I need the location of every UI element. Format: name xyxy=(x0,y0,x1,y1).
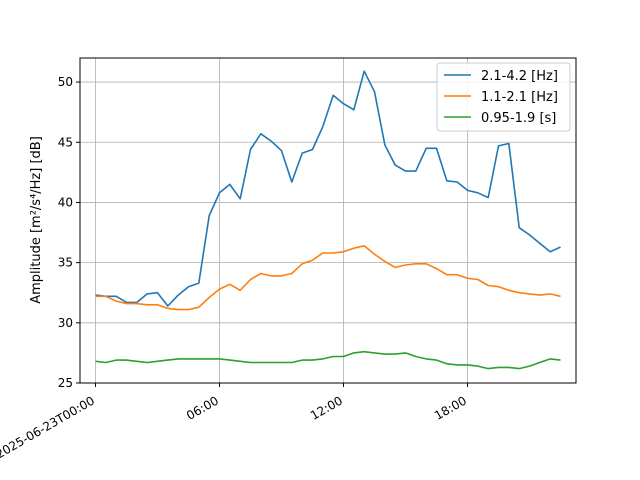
grid-lines xyxy=(80,58,576,384)
legend: 2.1-4.2 [Hz] 1.1-2.1 [Hz] 0.95-1.9 [s] xyxy=(436,62,571,132)
y-tick-label: 50 xyxy=(58,75,73,89)
y-tick-label: 35 xyxy=(58,256,73,270)
series-line-3 xyxy=(95,350,561,370)
series-line-1 xyxy=(95,70,561,307)
y-tick-label: 45 xyxy=(58,135,73,149)
legend-box xyxy=(436,62,571,132)
y-tick-label: 30 xyxy=(58,316,73,330)
legend-label: 2.1-4.2 [Hz] xyxy=(481,69,558,84)
series-line-2 xyxy=(95,245,561,311)
legend-label: 1.1-2.1 [Hz] xyxy=(481,90,558,105)
y-axis-label: Amplitude [m²/s⁴/Hz] [dB] xyxy=(29,136,44,304)
plot-area-frame xyxy=(79,57,577,384)
legend-label: 0.95-1.9 [s] xyxy=(481,111,556,126)
series-lines xyxy=(95,70,561,370)
y-axis: 25 30 35 40 45 50 xyxy=(58,75,80,390)
y-tick-label: 40 xyxy=(58,195,73,209)
y-tick-label: 25 xyxy=(58,376,73,390)
